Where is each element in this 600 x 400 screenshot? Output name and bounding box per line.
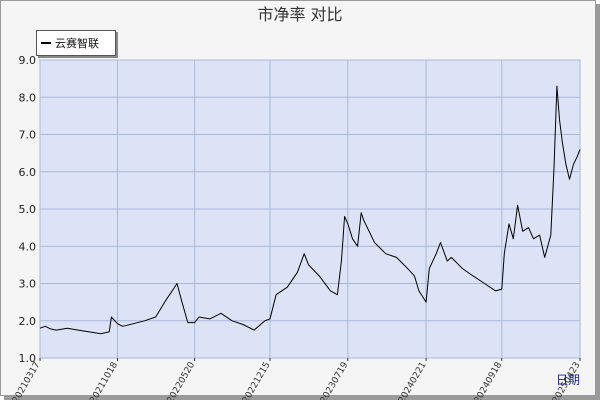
y-tick-label: 9.0: [19, 54, 37, 67]
y-tick-label: 8.0: [19, 91, 37, 104]
x-tick-label: 20230719: [319, 360, 351, 400]
y-tick-label: 1.0: [19, 352, 37, 365]
x-tick-label: 20240918: [473, 360, 505, 400]
y-tick-label: 5.0: [19, 203, 37, 216]
legend: 云赛智联: [36, 30, 116, 56]
y-tick-label: 2.0: [19, 315, 37, 328]
y-tick-label: 6.0: [19, 166, 37, 179]
x-tick-label: 20210317: [11, 361, 43, 400]
x-tick-label: 20211018: [89, 360, 121, 400]
x-tick-label: 20220520: [166, 360, 198, 400]
x-tick-label: 20221215: [241, 361, 273, 400]
series-line: [39, 85, 581, 335]
y-tick-label: 4.0: [19, 240, 37, 253]
x-axis-label: 日期: [556, 373, 580, 387]
y-tick-label: 7.0: [19, 129, 37, 142]
y-tick-label: 3.0: [19, 278, 37, 291]
x-tick-label: 20240221: [397, 361, 429, 400]
legend-swatch: [41, 42, 51, 44]
chart-title: 市净率 对比: [257, 5, 342, 24]
legend-label: 云赛智联: [55, 37, 99, 50]
